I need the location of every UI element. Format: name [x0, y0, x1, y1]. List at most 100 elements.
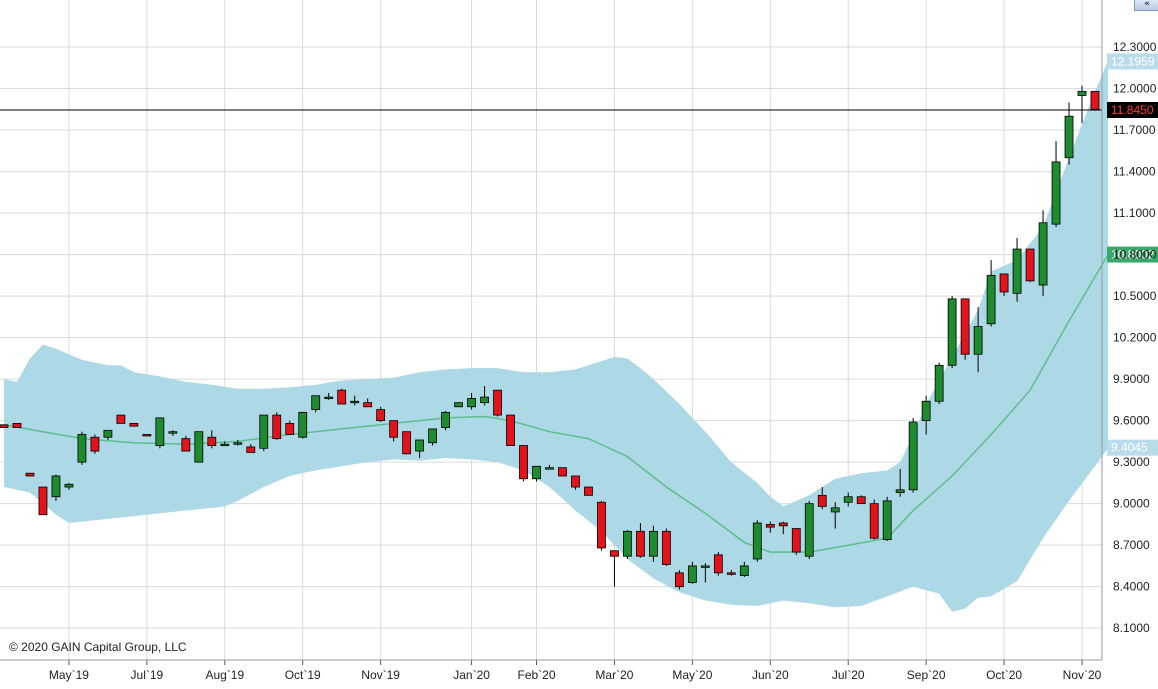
candle-body [636, 530, 645, 557]
candle-body [376, 409, 386, 422]
x-axis: May`19 Jul`19 Aug`19 Oct`19 Nov`19 Jan`20 Feb`… [0, 659, 1102, 682]
last-price-marker-label: 11.8450 [1111, 103, 1154, 117]
candle [389, 420, 399, 442]
y-axis: 12.3000 12.0000 11.7000 11.4000 11.1000 10.80… [1101, 0, 1157, 660]
candle [934, 362, 944, 405]
candle-body [610, 550, 619, 557]
x-tick-label: Nov`20 [1063, 668, 1102, 682]
candle [700, 563, 710, 583]
candle-body [0, 424, 9, 428]
candle-body [947, 298, 957, 366]
candle [778, 521, 788, 535]
candle-body [324, 396, 334, 400]
candle [363, 398, 373, 408]
candle-body [687, 565, 697, 583]
candle [869, 499, 879, 540]
candle [830, 502, 840, 529]
candle [311, 395, 321, 413]
candle-body [584, 486, 593, 496]
scroll-back-button[interactable]: « [1134, 0, 1158, 11]
candle-body [519, 445, 528, 480]
candle [116, 414, 126, 424]
candle-body [765, 524, 775, 528]
y-tick-label: 10.2000 [1113, 331, 1157, 345]
candle [194, 431, 204, 463]
candle [0, 424, 9, 428]
candle [77, 431, 87, 465]
candle [51, 474, 61, 501]
y-tick-label: 9.3000 [1113, 455, 1150, 469]
candle [428, 428, 438, 446]
y-tick-label: 9.6000 [1113, 414, 1150, 428]
candle [947, 296, 957, 369]
candle-body [51, 475, 61, 498]
candle-body [882, 500, 892, 541]
candle-body [363, 402, 373, 408]
candle [1012, 237, 1022, 302]
candle-body [791, 528, 801, 553]
y-tick-label: 8.1000 [1113, 621, 1150, 635]
candle [519, 445, 528, 482]
y-tick-label: 11.7000 [1113, 123, 1156, 137]
candle [973, 307, 983, 373]
last-price-marker [1107, 102, 1158, 118]
candle [765, 521, 775, 533]
candle [713, 552, 723, 576]
candle [1051, 141, 1061, 227]
candle [636, 523, 645, 558]
candle [220, 441, 230, 447]
x-tick-label: Feb`20 [517, 668, 555, 682]
candle [402, 431, 412, 455]
candle [532, 465, 541, 482]
candle [752, 520, 762, 562]
candle-body [999, 273, 1009, 293]
candle-body [12, 422, 22, 428]
candle [207, 430, 217, 449]
candle [649, 525, 658, 562]
candle [350, 395, 360, 406]
y-tick-label: 10.5000 [1113, 289, 1157, 303]
y-tick-label: 9.0000 [1113, 497, 1150, 511]
candle-body [674, 572, 684, 588]
candle-body [103, 429, 113, 438]
candle-body [1051, 161, 1061, 225]
x-tick-label: May`19 [49, 668, 89, 682]
candle [908, 417, 918, 493]
candle [90, 434, 100, 454]
candle [155, 417, 165, 449]
candle-body [713, 554, 723, 574]
candle [441, 410, 450, 431]
candle [726, 570, 736, 576]
candle-body [337, 389, 347, 405]
candle [804, 500, 814, 559]
candle [64, 482, 74, 490]
candle [467, 392, 476, 410]
candle-body [233, 442, 243, 445]
candle-body [1012, 248, 1022, 294]
candle-body [817, 494, 827, 507]
candle-body [285, 422, 295, 435]
candle [272, 412, 282, 440]
candle-body [921, 400, 931, 422]
x-tick-label: Aug`19 [205, 668, 244, 682]
candle-body [739, 565, 749, 576]
candle-body [804, 503, 814, 557]
candle-body [726, 572, 736, 575]
x-tick-label: May`20 [672, 668, 712, 682]
candle-body [869, 503, 879, 539]
candle [674, 570, 684, 590]
x-tick-label: Oct`20 [986, 668, 1022, 682]
candle [856, 495, 866, 505]
candle-body [129, 422, 139, 427]
candle [843, 492, 853, 507]
candle [960, 298, 970, 360]
candle-body [571, 475, 580, 488]
candle-body [649, 530, 658, 557]
candle-body [493, 389, 502, 416]
y-tick-label: 12.3000 [1113, 40, 1157, 54]
candle [246, 444, 256, 453]
x-tick-label: Oct`19 [285, 668, 321, 682]
candle [285, 420, 295, 435]
